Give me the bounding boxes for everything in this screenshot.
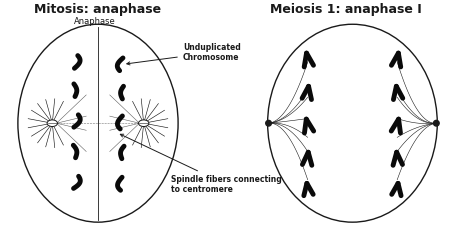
Text: Unduplicated
Chromosome: Unduplicated Chromosome (127, 43, 241, 65)
Circle shape (266, 120, 272, 126)
Ellipse shape (18, 24, 178, 222)
Text: Anaphase: Anaphase (74, 17, 116, 26)
Ellipse shape (47, 120, 57, 127)
Text: Meiosis 1: anaphase I: Meiosis 1: anaphase I (270, 3, 421, 16)
Text: Mitosis: anaphase: Mitosis: anaphase (35, 3, 162, 16)
Text: Spindle fibers connecting
to centromere: Spindle fibers connecting to centromere (120, 134, 282, 194)
Ellipse shape (138, 120, 149, 127)
Ellipse shape (268, 24, 438, 222)
Circle shape (434, 120, 439, 126)
